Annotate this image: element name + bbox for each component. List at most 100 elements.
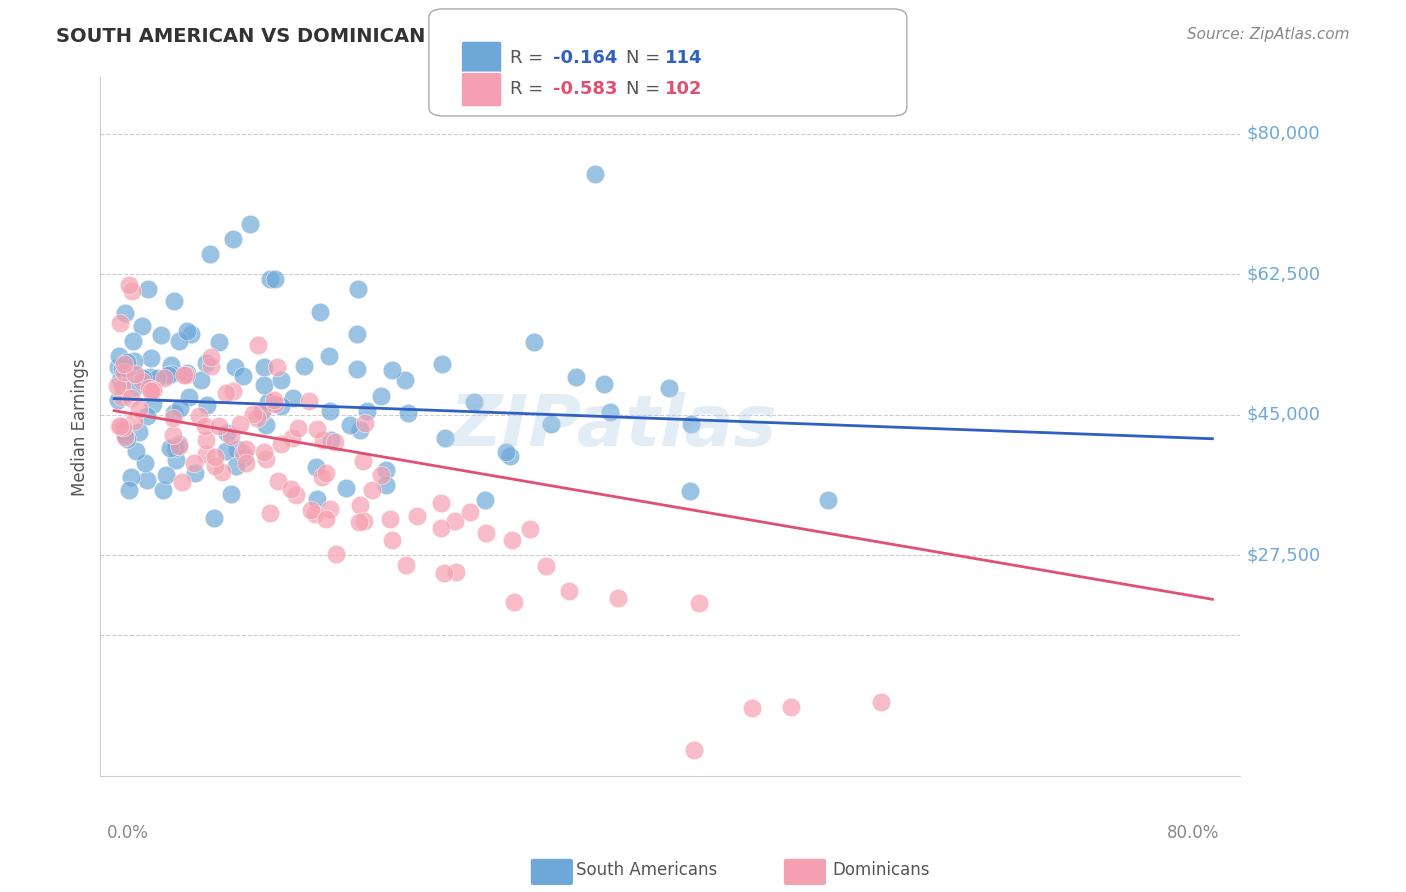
Point <box>347 282 370 296</box>
Text: $80,000: $80,000 <box>1247 125 1320 143</box>
Point <box>339 417 361 432</box>
Point <box>132 371 155 385</box>
Point <box>305 491 328 506</box>
Point <box>180 326 202 341</box>
Point <box>138 380 160 394</box>
Point <box>131 318 153 333</box>
Point <box>124 379 146 393</box>
Point <box>128 369 150 384</box>
Point <box>429 521 451 535</box>
Point <box>134 457 156 471</box>
Point <box>315 511 337 525</box>
Point <box>128 425 150 439</box>
Point <box>257 395 280 409</box>
Point <box>519 522 541 536</box>
Point <box>253 445 276 459</box>
Text: 114: 114 <box>665 49 703 67</box>
Text: -0.583: -0.583 <box>553 80 617 98</box>
Point <box>264 397 287 411</box>
Point <box>352 454 374 468</box>
Point <box>270 373 292 387</box>
Point <box>105 378 128 392</box>
Point <box>194 446 217 460</box>
Text: N =: N = <box>626 49 665 67</box>
Point <box>270 437 292 451</box>
Point <box>298 393 321 408</box>
Point <box>304 507 326 521</box>
Point <box>195 433 218 447</box>
Point <box>202 511 225 525</box>
Point <box>173 368 195 383</box>
Point <box>120 470 142 484</box>
Point <box>335 481 357 495</box>
Point <box>114 306 136 320</box>
Point <box>741 701 763 715</box>
Point <box>259 272 281 286</box>
Point <box>780 699 803 714</box>
Point <box>536 559 558 574</box>
Point <box>270 399 292 413</box>
Point <box>263 393 285 408</box>
Point <box>353 417 375 431</box>
Point <box>434 431 457 445</box>
Point <box>120 391 142 405</box>
Point <box>817 492 839 507</box>
Point <box>198 247 221 261</box>
Point <box>501 533 523 547</box>
Point <box>378 512 401 526</box>
Text: Dominicans: Dominicans <box>832 861 929 879</box>
Point <box>311 469 333 483</box>
Point <box>110 390 132 404</box>
Point <box>242 407 264 421</box>
Point <box>353 514 375 528</box>
Point <box>108 419 131 434</box>
Point <box>211 465 233 479</box>
Point <box>232 445 254 459</box>
Point <box>284 488 307 502</box>
Text: N =: N = <box>626 80 665 98</box>
Point <box>266 359 288 374</box>
Point <box>165 452 187 467</box>
Point <box>194 418 217 433</box>
Point <box>474 493 496 508</box>
Point <box>200 359 222 373</box>
Point <box>247 338 270 352</box>
Point <box>305 460 328 475</box>
Point <box>224 359 246 374</box>
Point <box>139 378 162 392</box>
Point <box>405 509 427 524</box>
Point <box>162 427 184 442</box>
Point <box>163 294 186 309</box>
Point <box>395 558 418 572</box>
Point <box>599 405 621 419</box>
Point <box>184 466 207 480</box>
Point <box>325 435 347 450</box>
Point <box>165 439 187 453</box>
Point <box>111 359 134 374</box>
Point <box>108 373 131 387</box>
Point <box>152 483 174 497</box>
Point <box>458 506 481 520</box>
Point <box>165 442 187 456</box>
Point <box>232 368 254 383</box>
Text: R =: R = <box>510 49 550 67</box>
Point <box>219 429 242 443</box>
Point <box>281 431 304 445</box>
Point <box>658 381 681 395</box>
Text: SOUTH AMERICAN VS DOMINICAN MEDIAN EARNINGS CORRELATION CHART: SOUTH AMERICAN VS DOMINICAN MEDIAN EARNI… <box>56 27 880 45</box>
Point <box>688 596 710 610</box>
Point <box>174 368 197 382</box>
Point <box>170 475 193 489</box>
Point <box>195 356 218 370</box>
Point <box>142 384 165 398</box>
Point <box>430 357 453 371</box>
Point <box>112 365 135 379</box>
Point <box>475 525 498 540</box>
Point <box>349 515 371 529</box>
Point <box>112 357 135 371</box>
Point <box>111 379 134 393</box>
Point <box>131 375 153 389</box>
Point <box>370 389 392 403</box>
Point <box>498 449 520 463</box>
Point <box>225 442 247 456</box>
